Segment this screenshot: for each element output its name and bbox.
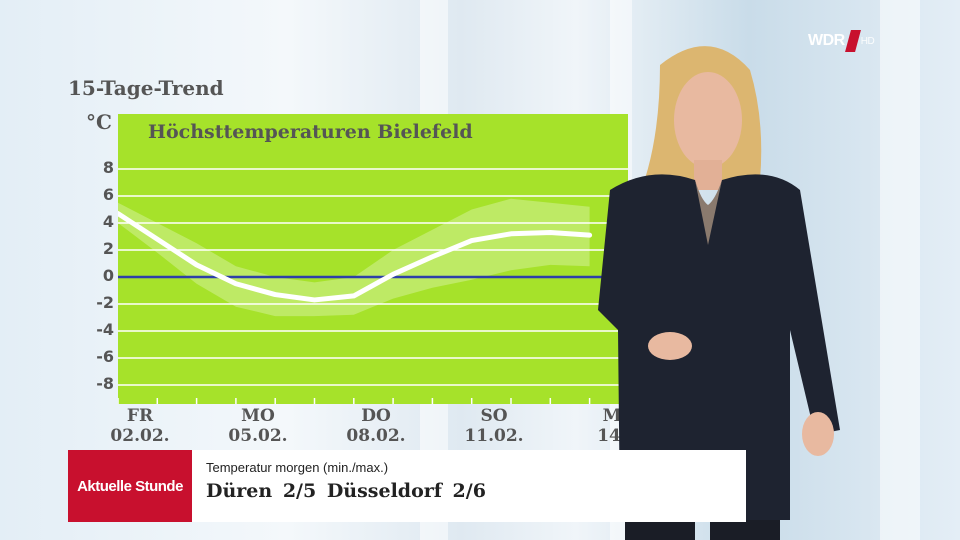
chart-x-ticks (118, 398, 591, 404)
program-tag: Aktuelle Stunde (68, 450, 192, 522)
unit-label: °C (86, 110, 112, 134)
graphic-heading: 15-Tage-Trend (68, 76, 224, 100)
x-tick-label: DO 08.02. (346, 406, 406, 446)
y-tick-label: 2 (102, 239, 114, 258)
x-tick-label: MO 05.02. (228, 406, 288, 446)
chart-forecast-band (118, 198, 590, 317)
news-ticker: Aktuelle Stunde Temperatur morgen (min./… (68, 450, 746, 522)
ticker-value: Düren 2/5 Düsseldorf 2/6 (206, 480, 486, 502)
presenter-figure (598, 46, 840, 540)
y-tick-label: -6 (96, 347, 114, 366)
chart-series-line (118, 211, 593, 303)
y-tick-label: -8 (96, 374, 114, 393)
x-tick-label: FR 02.02. (110, 406, 170, 446)
wdr-logo: WDR HD (808, 30, 875, 52)
y-tick-label: 0 (102, 266, 114, 285)
y-tick-label: 8 (102, 158, 114, 177)
y-tick-label: 6 (102, 185, 114, 204)
chart-plot-area (118, 114, 628, 404)
ticker-label: Temperatur morgen (min./max.) (206, 460, 389, 475)
temperature-chart: Höchsttemperaturen Bielefeld (118, 114, 628, 404)
chart-gridlines (118, 168, 628, 386)
y-tick-label: 4 (102, 212, 114, 231)
y-tick-label: -4 (96, 320, 114, 339)
chart-title: Höchsttemperaturen Bielefeld (148, 121, 473, 143)
x-tick-label: SO 11.02. (464, 406, 524, 446)
studio-light-stripe (880, 0, 920, 540)
y-tick-label: -2 (96, 293, 114, 312)
